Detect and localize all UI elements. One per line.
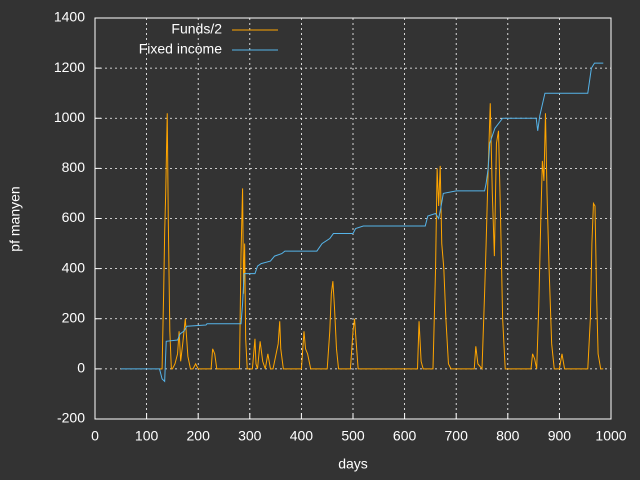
plot-border xyxy=(94,17,612,420)
y-tick-label: -200 xyxy=(57,410,85,426)
legend-label: Fixed income xyxy=(139,41,222,57)
y-tick-label: 400 xyxy=(62,259,86,275)
y-tick-label: 1200 xyxy=(54,59,85,75)
y-axis-label: pf manyen xyxy=(7,186,23,251)
x-tick-label: 100 xyxy=(135,428,159,444)
x-tick-label: 500 xyxy=(341,428,365,444)
x-tick-label: 300 xyxy=(238,428,262,444)
legend-label: Funds/2 xyxy=(171,21,222,37)
x-axis-label: days xyxy=(338,456,368,472)
x-tick-label: 1000 xyxy=(595,428,626,444)
series-line xyxy=(120,62,604,383)
x-tick-label: 600 xyxy=(393,428,417,444)
y-tick-label: 0 xyxy=(77,360,85,376)
x-tick-label: 700 xyxy=(445,428,469,444)
y-tick-label: 800 xyxy=(62,159,86,175)
y-tick-label: 200 xyxy=(62,309,86,325)
x-tick-label: 0 xyxy=(91,428,99,444)
y-tick-label: 600 xyxy=(62,209,86,225)
x-tick-label: 900 xyxy=(548,428,572,444)
x-tick-label: 200 xyxy=(187,428,211,444)
x-tick-label: 800 xyxy=(496,428,520,444)
y-tick-label: 1400 xyxy=(54,9,85,25)
series-line xyxy=(159,103,604,371)
y-tick-label: 1000 xyxy=(54,109,85,125)
x-tick-label: 400 xyxy=(290,428,314,444)
